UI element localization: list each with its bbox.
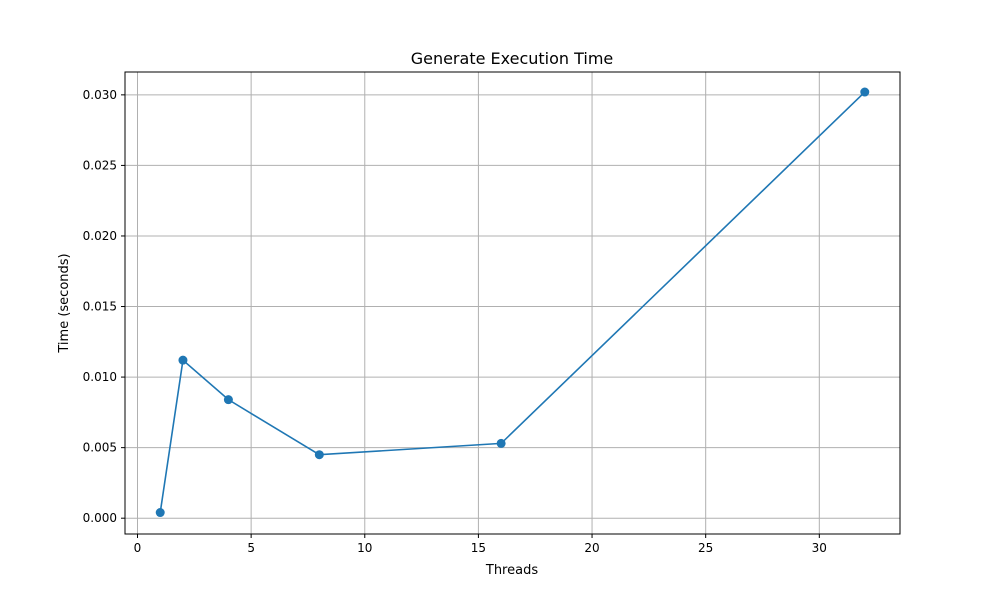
data-point	[178, 355, 188, 365]
data-point	[496, 438, 506, 448]
x-tick-label: 20	[584, 541, 599, 555]
x-tick-label: 10	[357, 541, 372, 555]
y-tick-label: 0.025	[83, 158, 117, 172]
y-tick-label: 0.000	[83, 511, 117, 525]
y-axis-ticks: 0.000 0.005 0.010 0.015 0.020 0.025 0.030	[83, 88, 125, 525]
series-line	[159, 91, 866, 513]
data-point	[223, 395, 233, 405]
x-axis-ticks: 0 5 10 15 20 25 30	[134, 534, 827, 555]
x-tick-label: 30	[812, 541, 827, 555]
y-tick-label: 0.010	[83, 370, 117, 384]
grid	[125, 72, 900, 534]
data-point	[314, 450, 324, 460]
y-tick-label: 0.030	[83, 88, 117, 102]
x-tick-label: 5	[247, 541, 255, 555]
x-tick-label: 25	[698, 541, 713, 555]
series-group	[155, 87, 870, 518]
y-tick-label: 0.015	[83, 300, 117, 314]
plot-frame	[124, 71, 901, 535]
x-tick-label: 15	[471, 541, 486, 555]
y-tick-label: 0.005	[83, 441, 117, 455]
data-point	[860, 87, 870, 97]
y-axis-label: Time (seconds)	[57, 253, 72, 353]
y-tick-label: 0.020	[83, 229, 117, 243]
chart-title: Generate Execution Time	[411, 49, 614, 68]
x-axis-label: Threads	[485, 563, 538, 578]
data-point	[155, 508, 165, 518]
x-tick-label: 0	[134, 541, 142, 555]
